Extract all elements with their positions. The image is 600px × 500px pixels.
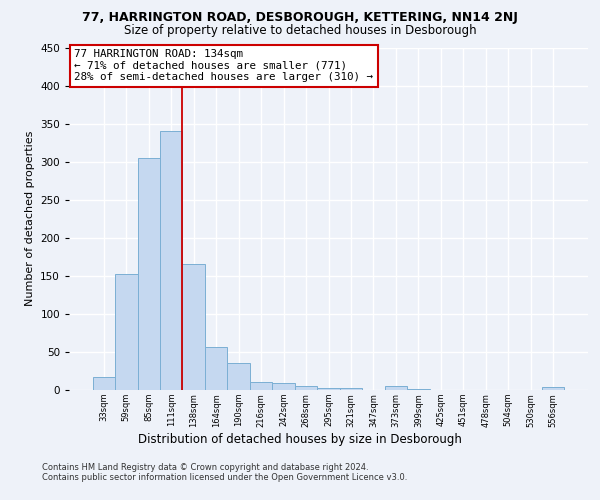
Text: Contains public sector information licensed under the Open Government Licence v3: Contains public sector information licen… xyxy=(42,472,407,482)
Bar xyxy=(227,364,250,390)
Bar xyxy=(137,158,160,390)
Y-axis label: Number of detached properties: Number of detached properties xyxy=(25,131,35,306)
Bar xyxy=(385,386,407,390)
Text: 77 HARRINGTON ROAD: 134sqm
← 71% of detached houses are smaller (771)
28% of sem: 77 HARRINGTON ROAD: 134sqm ← 71% of deta… xyxy=(74,49,373,82)
Bar xyxy=(340,388,362,390)
Bar xyxy=(250,382,272,390)
Bar xyxy=(115,274,137,390)
Text: 77, HARRINGTON ROAD, DESBOROUGH, KETTERING, NN14 2NJ: 77, HARRINGTON ROAD, DESBOROUGH, KETTERI… xyxy=(82,12,518,24)
Bar xyxy=(407,389,430,390)
Bar xyxy=(317,388,340,390)
Bar xyxy=(542,387,565,390)
Text: Contains HM Land Registry data © Crown copyright and database right 2024.: Contains HM Land Registry data © Crown c… xyxy=(42,462,368,471)
Bar xyxy=(160,131,182,390)
Bar xyxy=(205,346,227,390)
Bar xyxy=(272,383,295,390)
Text: Distribution of detached houses by size in Desborough: Distribution of detached houses by size … xyxy=(138,432,462,446)
Text: Size of property relative to detached houses in Desborough: Size of property relative to detached ho… xyxy=(124,24,476,37)
Bar xyxy=(182,264,205,390)
Bar xyxy=(295,386,317,390)
Bar xyxy=(92,377,115,390)
